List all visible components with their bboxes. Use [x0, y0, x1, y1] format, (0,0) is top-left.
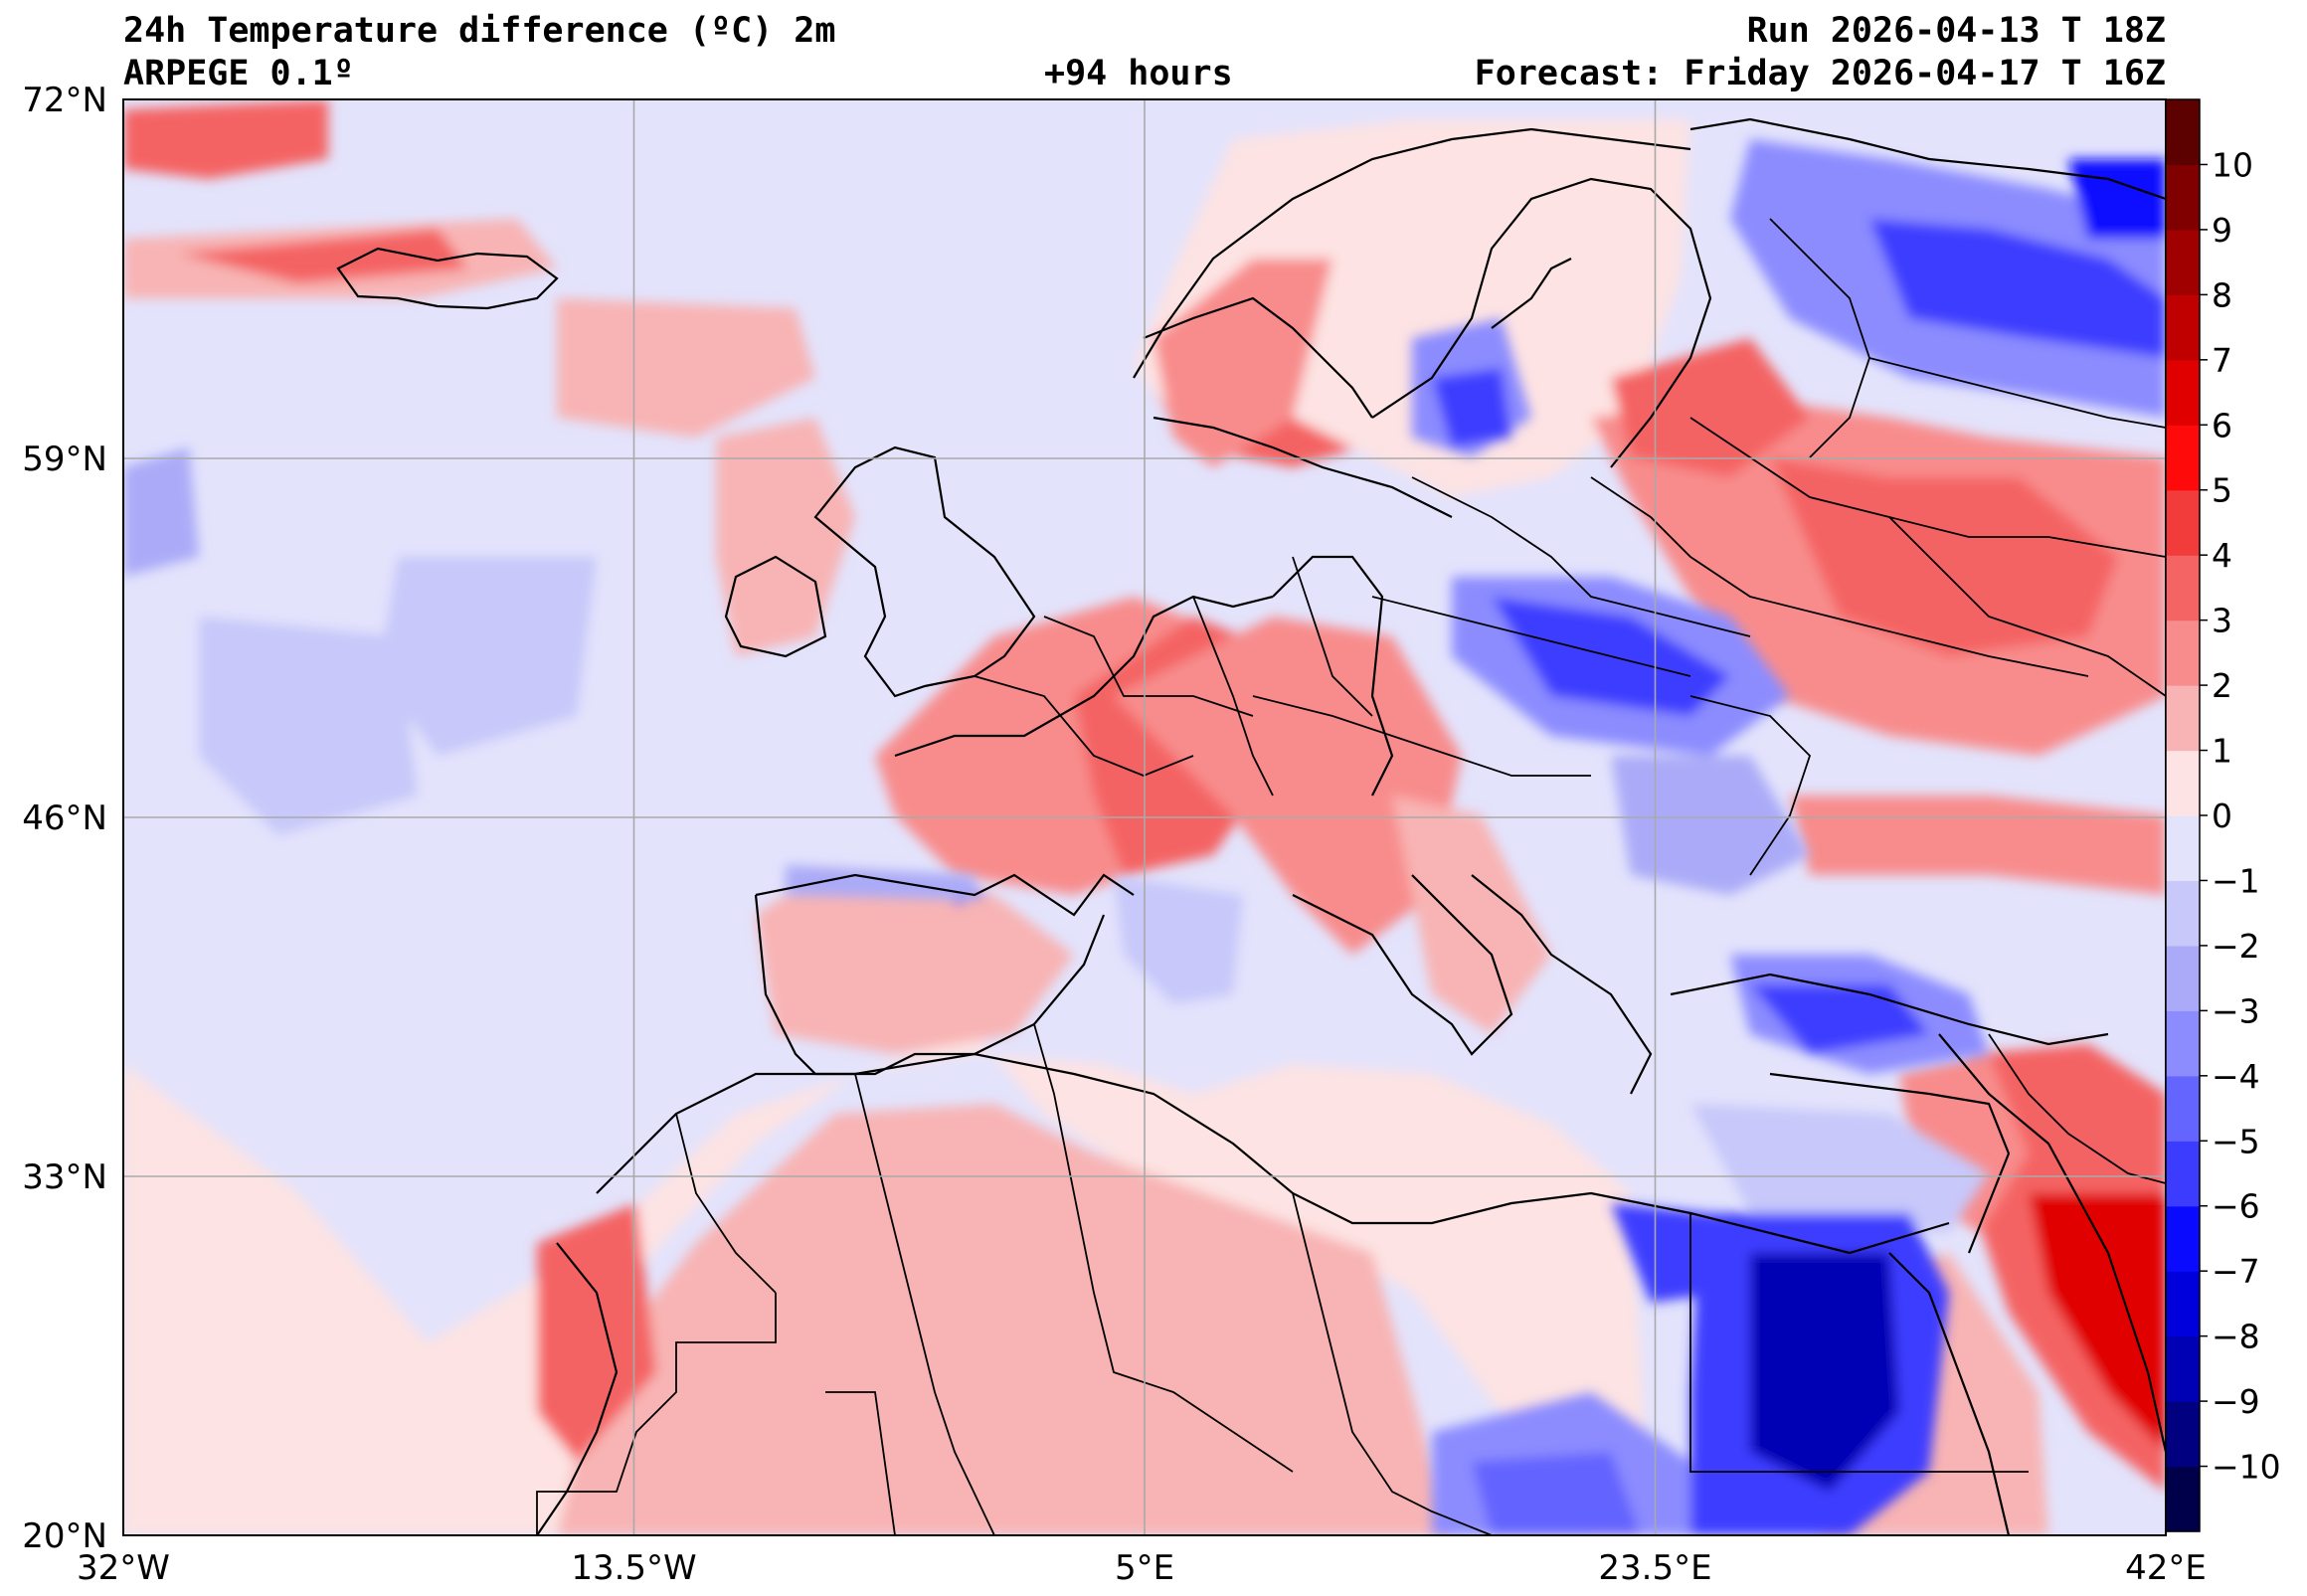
coastlines — [336, 117, 2166, 1535]
colorbar-tick-label: 1 — [2212, 732, 2232, 771]
colorbar-bin — [2166, 99, 2200, 166]
colorbar-bin — [2166, 1335, 2200, 1402]
longitude-tick-label: 42°E — [2125, 1548, 2207, 1588]
colorbar-bin — [2166, 1466, 2200, 1532]
latitude-labels: 72°N 59°N 46°N 33°N 20°N — [22, 81, 107, 1556]
colorbar-bin — [2166, 425, 2200, 491]
colorbar-tick-label: 6 — [2212, 406, 2232, 444]
colorbar-bin — [2166, 1010, 2200, 1077]
colorbar-tick-label: 2 — [2212, 666, 2232, 705]
colorbar-bin — [2166, 1401, 2200, 1468]
colorbar-tick-label: 5 — [2212, 471, 2232, 510]
colorbar-bin — [2166, 1075, 2200, 1142]
colorbar-bin — [2166, 294, 2200, 361]
colorbar-bin — [2166, 1271, 2200, 1337]
longitude-tick-label: 13.5°W — [571, 1548, 696, 1588]
colorbar-bin — [2166, 359, 2200, 426]
latitude-tick-label: 59°N — [22, 440, 107, 479]
colorbar-bin — [2166, 489, 2200, 556]
colorbar-bin — [2166, 815, 2200, 882]
latitude-tick-label: 72°N — [22, 81, 107, 120]
colorbar-bin — [2166, 750, 2200, 816]
colorbar-bin — [2166, 945, 2200, 1011]
model-label: ARPEGE 0.1º — [123, 54, 354, 93]
colorbar-bin — [2166, 1141, 2200, 1207]
colorbar-tick-label: −4 — [2212, 1057, 2260, 1096]
colorbar-tick-label: 7 — [2212, 341, 2232, 380]
longitude-labels: 32°W 13.5°W 5°E 23.5°E 42°E — [77, 1548, 2207, 1588]
colorbar-tick-label: −2 — [2212, 927, 2260, 966]
longitude-tick-label: 32°W — [77, 1548, 170, 1588]
colorbar-bin — [2166, 555, 2200, 621]
colorbar-bin — [2166, 1205, 2200, 1272]
latitude-tick-label: 33°N — [22, 1157, 107, 1197]
longitude-tick-label: 5°E — [1115, 1548, 1174, 1588]
latitude-tick-label: 20°N — [22, 1516, 107, 1556]
colorbar-bin — [2166, 229, 2200, 295]
colorbar-tick-label: −9 — [2212, 1382, 2260, 1421]
colorbar-tick-label: 9 — [2212, 211, 2232, 250]
lead-time-label: +94 hours — [1044, 54, 1233, 93]
colorbar-tick-label: −5 — [2212, 1122, 2260, 1160]
colorbar-tick-label: −3 — [2212, 991, 2260, 1030]
colorbar-tick-label: 8 — [2212, 275, 2232, 314]
colorbar-tick-label: 0 — [2212, 797, 2232, 835]
colorbar-tick-label: 10 — [2212, 145, 2253, 184]
forecast-label: Forecast: Friday 2026-04-17 T 16Z — [1474, 54, 2166, 93]
colorbar-bin — [2166, 620, 2200, 686]
chart-title: 24h Temperature difference (ºC) 2m — [123, 11, 836, 51]
colorbar-tick-label: −10 — [2212, 1448, 2281, 1487]
colorbar-bin — [2166, 685, 2200, 752]
colorbar-tick-label: −1 — [2212, 861, 2260, 900]
run-label: Run 2026-04-13 T 18Z — [1746, 11, 2166, 51]
colorbar-tick-label: 3 — [2212, 602, 2232, 640]
borders — [536, 218, 2166, 1535]
colorbar-bin — [2166, 880, 2200, 947]
colorbar-tick-label: 4 — [2212, 536, 2232, 575]
colorbar-bin — [2166, 164, 2200, 231]
colorbar-tick-label: −8 — [2212, 1318, 2260, 1356]
latitude-tick-label: 46°N — [22, 798, 107, 838]
colorbar-tick-label: −7 — [2212, 1252, 2260, 1291]
colorbar-tick-label: −6 — [2212, 1187, 2260, 1226]
longitude-tick-label: 23.5°E — [1598, 1548, 1711, 1588]
